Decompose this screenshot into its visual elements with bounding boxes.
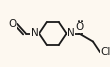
Text: N: N: [31, 28, 38, 39]
Text: Cl: Cl: [101, 47, 110, 57]
Text: N: N: [67, 28, 75, 39]
Text: O: O: [75, 22, 83, 32]
Text: O: O: [8, 19, 16, 29]
